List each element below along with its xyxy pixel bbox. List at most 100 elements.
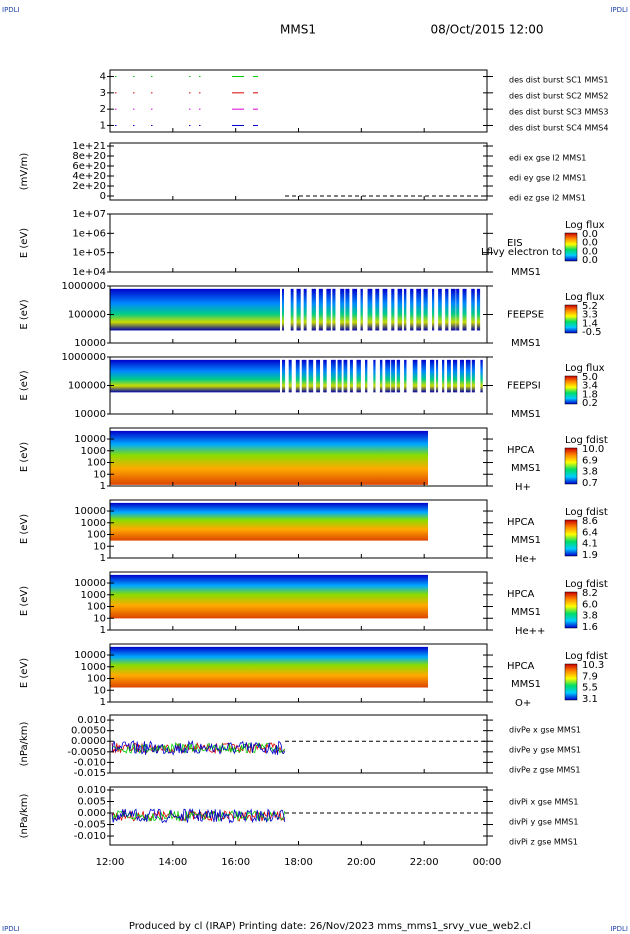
- burst-dot: [199, 76, 201, 78]
- colorbar-tick-label: 3.3: [582, 310, 598, 321]
- y-tick-label: 10000: [74, 434, 106, 445]
- burst-dot: [133, 124, 135, 126]
- colorbar-tick-label: 4.1: [582, 539, 598, 550]
- x-tick-label: 12:00: [96, 857, 125, 868]
- spectrogram-stripe: [356, 359, 361, 393]
- trace: [111, 742, 286, 754]
- spectrogram-stripe: [391, 359, 396, 393]
- instrument-label: FEEPSE: [507, 310, 544, 321]
- spectrogram-stripe: [450, 288, 456, 331]
- y-tick-label: -0.015: [74, 768, 106, 779]
- y-tick-label: 100000: [68, 310, 106, 321]
- spectrogram-stripe: [373, 359, 376, 393]
- burst-dot: [189, 76, 191, 78]
- burst-dot: [189, 108, 191, 110]
- panel-frame: [109, 714, 488, 774]
- burst-dot: [133, 92, 135, 94]
- spectrogram-stripe: [397, 288, 403, 331]
- y-tick-label: 1000: [81, 590, 106, 601]
- corner-label: IPDLI: [2, 925, 20, 933]
- spectrogram-stripe: [382, 288, 388, 331]
- y-tick-label: 6e+20: [72, 161, 106, 172]
- legend-entry: divPi x gse MMS1: [509, 798, 578, 807]
- colorbar-title: Log fdist: [565, 435, 608, 446]
- colorbar-tick-label: 0.0: [582, 246, 598, 257]
- colorbar-tick-label: 0.0: [582, 238, 598, 249]
- species-label: H+: [515, 482, 531, 493]
- instrument-label: HPCA: [507, 589, 535, 600]
- colorbar: [564, 232, 578, 262]
- y-axis-label: E (eV): [19, 658, 30, 688]
- spectrogram-stripe: [343, 359, 348, 393]
- legend-entry: divPe y gse MMS1: [509, 746, 581, 755]
- note: Lflvy electron to: [481, 247, 562, 258]
- x-tick-label: 14:00: [158, 857, 187, 868]
- y-tick-label: -0.010: [74, 831, 106, 842]
- y-tick-label: 0.010: [77, 715, 106, 726]
- spectrogram-stripe: [462, 288, 467, 331]
- legend-entry: edi ez gse l2 MMS1: [509, 194, 586, 203]
- colorbar-tick-label: 0.2: [582, 398, 598, 409]
- species-label: He++: [515, 626, 545, 637]
- burst-dot: [115, 76, 117, 78]
- y-tick-label: 1: [100, 481, 106, 492]
- spectrogram-stripe: [303, 288, 307, 331]
- spectrogram-stripe: [391, 288, 395, 331]
- colorbar-tick-label: 1.6: [582, 622, 598, 633]
- spectrogram-stripe: [452, 359, 458, 393]
- burst-dot: [115, 124, 117, 126]
- spectrogram-fill: [110, 430, 428, 485]
- spectrogram-stripe: [379, 359, 383, 393]
- y-tick-label: 10: [93, 469, 106, 480]
- y-tick-label: 1e+21: [72, 141, 106, 152]
- legend-entry: des dist burst SC2 MMS2: [509, 92, 608, 101]
- y-tick-label: 3: [100, 88, 106, 99]
- trace: [111, 741, 286, 755]
- colorbar: [564, 447, 578, 485]
- spacecraft-label: MMS1: [511, 679, 541, 690]
- y-tick-label: 4e+20: [72, 171, 106, 182]
- legend-entry: des dist burst SC4 MMS4: [509, 124, 608, 133]
- spectrogram-stripe: [345, 288, 350, 331]
- y-tick-label: 1e+04: [72, 267, 106, 278]
- colorbar-title: Log fdist: [565, 507, 608, 518]
- spectrogram-stripe: [340, 288, 345, 331]
- colorbar: [564, 519, 578, 557]
- legend-entry: des dist burst SC1 MMS1: [509, 76, 608, 85]
- spectrogram-stripe: [471, 359, 475, 393]
- spectrogram-stripe: [311, 288, 316, 331]
- spectrogram-stripe: [337, 359, 342, 393]
- spectrogram-stripe: [429, 359, 435, 393]
- spectrogram-stripe: [423, 288, 428, 331]
- colorbar-title: Log fdist: [565, 579, 608, 590]
- y-axis-label: E (eV): [19, 586, 30, 616]
- spectrogram-stripe: [436, 359, 439, 393]
- colorbar-tick-label: 5.5: [582, 683, 598, 694]
- spectrogram-fill: [110, 502, 428, 541]
- spectrogram-stripe: [367, 288, 373, 331]
- y-tick-label: 0.000: [77, 808, 106, 819]
- corner-label: IPDLI: [610, 925, 628, 933]
- burst-dot: [151, 76, 153, 78]
- y-axis-label: E (eV): [19, 299, 30, 329]
- legend-entry: des dist burst SC3 MMS3: [509, 108, 608, 117]
- burst-dot: [151, 124, 153, 126]
- spectrogram-stripe: [318, 288, 323, 331]
- spectrogram-stripe: [416, 288, 422, 331]
- colorbar-tick-label: -0.5: [582, 327, 602, 338]
- y-tick-label: 1000000: [61, 352, 106, 363]
- y-axis-label: E (eV): [19, 370, 30, 400]
- colorbar-tick-label: 6.4: [582, 527, 598, 538]
- spectrogram-fill: [110, 359, 280, 393]
- spacecraft-label: MMS1: [511, 607, 541, 618]
- colorbar-tick-label: 8.6: [582, 516, 598, 527]
- spectrogram-stripe: [447, 359, 451, 393]
- spacecraft-label: MMS1: [511, 535, 541, 546]
- y-tick-label: 1e+06: [72, 228, 106, 239]
- y-axis-label: (nPa/km): [19, 794, 30, 839]
- y-tick-label: 2e+20: [72, 181, 106, 192]
- colorbar-tick-label: 3.4: [582, 381, 598, 392]
- y-tick-label: 2: [100, 104, 106, 115]
- spectrogram-stripe: [456, 288, 460, 331]
- spectrogram-stripe: [360, 288, 363, 331]
